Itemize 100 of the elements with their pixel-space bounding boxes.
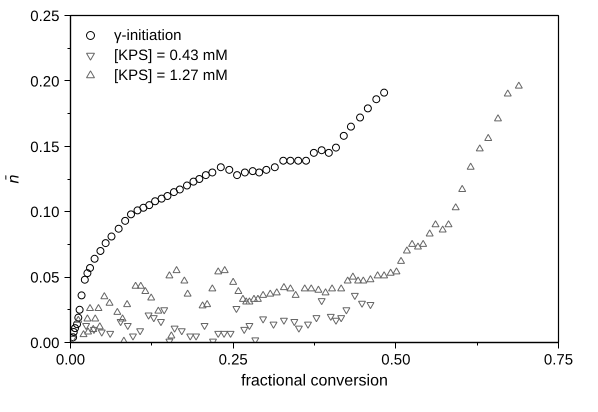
y-axis-title: n̄: [4, 174, 22, 184]
point: [380, 88, 388, 97]
legend-label: [KPS] = 1.27 mM: [114, 66, 228, 84]
point: [279, 156, 288, 165]
point: [124, 322, 132, 330]
point: [294, 326, 303, 333]
point: [332, 144, 340, 152]
y-tick-label: 0.00: [30, 335, 60, 352]
point: [156, 319, 165, 326]
point: [226, 330, 235, 338]
point: [144, 312, 153, 320]
point: [86, 264, 94, 272]
point: [151, 197, 160, 206]
point: [248, 167, 257, 176]
point: [176, 185, 184, 194]
point: [372, 95, 380, 104]
point: [114, 224, 123, 233]
point: [116, 319, 125, 326]
point: [73, 320, 82, 328]
point: [83, 269, 92, 278]
point: [270, 322, 278, 329]
point: [233, 171, 242, 180]
point: [342, 307, 350, 314]
point: [286, 156, 294, 165]
point: [240, 326, 248, 334]
point: [280, 318, 288, 325]
point: [220, 330, 228, 338]
y-tick-label: 0.05: [30, 270, 60, 287]
point: [216, 163, 225, 172]
point: [245, 322, 254, 330]
point: [350, 292, 359, 300]
point: [304, 322, 312, 329]
point: [358, 300, 366, 308]
point: [70, 328, 78, 336]
point: [127, 210, 136, 218]
x-tick-label: 0.75: [544, 352, 574, 368]
point: [186, 333, 194, 340]
x-tick-label: 0.00: [56, 352, 86, 368]
y-tick-label: 0.10: [30, 204, 60, 222]
point: [232, 306, 240, 314]
point: [170, 326, 179, 333]
point: [356, 114, 364, 122]
point: [255, 168, 264, 176]
point: [145, 201, 154, 210]
point: [71, 324, 80, 332]
point: [294, 156, 302, 165]
point: [160, 307, 168, 314]
point: [128, 333, 137, 340]
point: [366, 302, 374, 310]
y-tick-label: 0.20: [30, 73, 60, 90]
point: [225, 166, 234, 174]
point: [318, 298, 326, 306]
y-tick-label: 0.25: [30, 8, 60, 25]
point: [214, 330, 222, 338]
point: [98, 330, 106, 337]
point: [170, 188, 178, 196]
point: [270, 163, 279, 172]
point: [332, 318, 340, 325]
point: [262, 166, 270, 174]
legend-label: γ-initiation: [114, 26, 182, 44]
point: [346, 122, 355, 131]
point: [302, 156, 310, 165]
point: [107, 232, 116, 241]
point: [192, 333, 200, 340]
x-tick-label: 0.25: [218, 352, 248, 368]
point: [106, 330, 114, 338]
point: [150, 315, 158, 322]
point: [208, 168, 216, 176]
point: [310, 148, 318, 157]
point: [318, 146, 326, 154]
point: [364, 104, 372, 112]
point: [90, 254, 99, 263]
point: [324, 148, 333, 157]
point: [182, 182, 191, 190]
point: [82, 322, 90, 330]
point: [70, 333, 78, 342]
point: [139, 204, 148, 212]
x-axis-title: fractional conversion: [241, 372, 388, 390]
point: [76, 306, 84, 314]
point: [337, 315, 346, 322]
y-tick-label: 0.15: [30, 138, 60, 156]
point: [134, 206, 142, 214]
point: [121, 216, 130, 225]
point: [78, 291, 86, 300]
x-tick-label: 0.50: [381, 352, 410, 368]
point: [80, 276, 89, 284]
point: [200, 322, 209, 330]
point: [259, 316, 268, 324]
point: [102, 239, 110, 248]
legend-label: [KPS] = 0.43 mM: [114, 46, 228, 64]
point: [290, 319, 298, 326]
point: [312, 315, 320, 322]
point: [96, 246, 104, 255]
point: [326, 314, 335, 321]
point: [340, 132, 348, 140]
point: [136, 328, 144, 336]
point: [195, 175, 204, 183]
point: [189, 178, 198, 186]
point: [163, 192, 172, 200]
point: [240, 168, 249, 176]
